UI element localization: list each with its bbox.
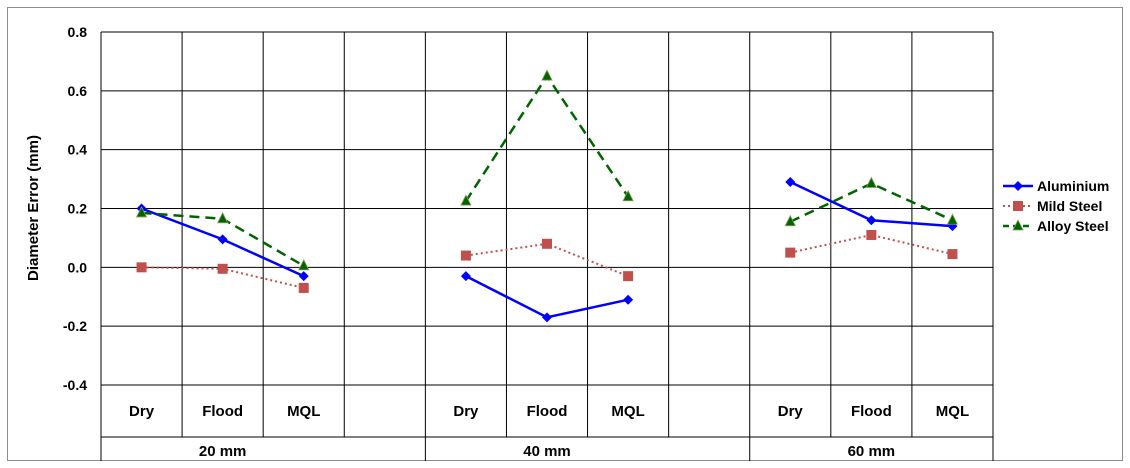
group-label: 20 mm	[199, 443, 247, 460]
y-tick-label: 0.0	[68, 259, 88, 275]
data-point-mild-steel	[460, 250, 471, 261]
series-line-aluminium	[465, 275, 629, 319]
axis-layer: -0.4 -0.2 0.0 0.2 0.4 0.6 0.8 Dry Flood MQL 20 mm D…	[63, 24, 969, 460]
data-point-mild-steel	[136, 262, 147, 273]
data-point-alloy-steel	[622, 189, 634, 202]
data-point-mild-steel	[623, 271, 634, 282]
legend-marker-mild-steel	[1013, 201, 1023, 211]
data-point-aluminium	[623, 294, 634, 305]
x-tick-label: MQL	[611, 403, 644, 420]
x-tick-label: Flood	[527, 403, 568, 420]
legend-label-aluminium: Aluminium	[1037, 178, 1109, 194]
data-point-alloy-steel	[784, 214, 796, 227]
legend-marker-aluminium	[1013, 181, 1023, 191]
data-point-alloy-steel	[216, 211, 229, 224]
data-point-aluminium	[785, 177, 796, 188]
data-point-alloy-steel	[865, 176, 878, 188]
data-point-aluminium	[866, 215, 877, 226]
y-tick-label: 0.4	[68, 142, 88, 158]
x-tick-label: MQL	[287, 403, 320, 420]
y-tick-label: 0.6	[68, 83, 88, 99]
data-point-alloy-steel	[946, 213, 959, 225]
legend: Aluminium Mild Steel Alloy Steel	[1003, 178, 1109, 234]
data-point-mild-steel	[785, 247, 796, 258]
x-tick-label: Dry	[453, 403, 479, 420]
data-point-alloy-steel	[541, 69, 553, 81]
x-tick-label: Dry	[129, 403, 155, 420]
x-tick-label: Dry	[778, 403, 804, 420]
data-point-alloy-steel	[460, 194, 472, 206]
data-point-aluminium	[460, 271, 471, 282]
data-point-alloy-steel	[298, 258, 310, 271]
group-label: 40 mm	[523, 443, 571, 460]
x-tick-label: Flood	[851, 403, 892, 420]
y-tick-label: -0.2	[63, 318, 87, 334]
y-tick-label: -0.4	[63, 377, 87, 393]
series-line-alloy-steel	[464, 73, 630, 202]
legend-marker-alloy-steel	[1012, 219, 1024, 231]
legend-label-mild-steel: Mild Steel	[1037, 198, 1102, 214]
data-point-aluminium	[217, 234, 228, 245]
y-axis-title: Diameter Error (mm)	[25, 135, 42, 281]
y-tick-label: 0.2	[68, 201, 88, 217]
data-point-mild-steel	[298, 282, 309, 293]
data-point-mild-steel	[217, 263, 228, 274]
data-point-aluminium	[298, 271, 309, 282]
legend-label-alloy-steel: Alloy Steel	[1037, 218, 1109, 234]
data-point-alloy-steel	[135, 206, 148, 218]
y-tick-label: 0.8	[68, 24, 88, 40]
group-label: 60 mm	[848, 443, 896, 460]
grid-layer	[100, 31, 994, 461]
x-tick-label: Flood	[202, 403, 243, 420]
x-tick-label: MQL	[936, 403, 969, 420]
data-point-aluminium	[542, 312, 552, 323]
series-layer	[135, 69, 959, 323]
data-point-mild-steel	[542, 238, 552, 249]
data-point-mild-steel	[947, 249, 958, 260]
data-point-mild-steel	[866, 229, 877, 240]
